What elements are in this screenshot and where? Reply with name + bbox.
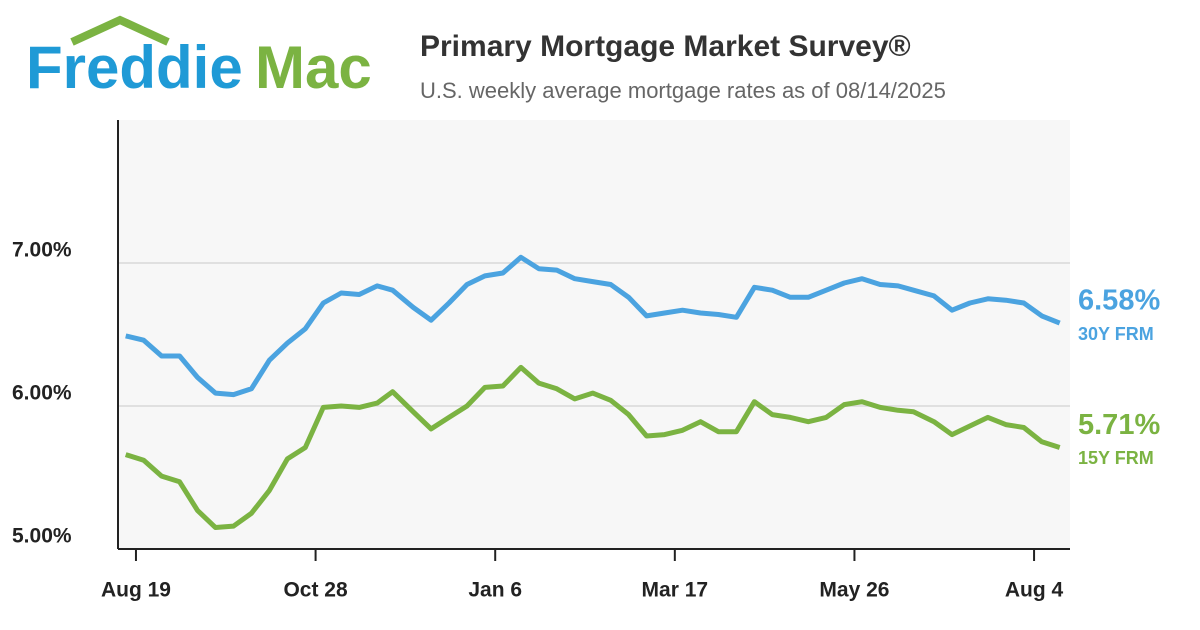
logo-text: Mac: [255, 34, 372, 101]
chart-title: Primary Mortgage Market Survey®: [420, 30, 911, 63]
series-line: [124, 364, 1061, 530]
y-tick-label: 6.00%: [12, 382, 72, 405]
legend-label: 15Y FRM: [1078, 448, 1154, 468]
y-tick-label: 7.00%: [12, 239, 72, 262]
legend-label: 30Y FRM: [1078, 324, 1154, 344]
x-tick-label: Mar 17: [642, 579, 709, 602]
x-tick-label: Oct 28: [283, 579, 348, 602]
x-tick-label: Jan 6: [468, 579, 522, 602]
logo-text: Freddie: [26, 34, 243, 101]
x-tick-label: May 26: [819, 579, 889, 602]
x-tick-label: Aug 19: [101, 579, 171, 602]
y-tick-label: 5.00%: [12, 525, 72, 548]
value-label: 5.71%: [1078, 409, 1160, 441]
plot-area: [118, 120, 1070, 549]
value-label: 6.58%: [1078, 285, 1160, 317]
chart-subtitle: U.S. weekly average mortgage rates as of…: [420, 78, 946, 103]
logo-roof: [70, 15, 170, 46]
x-tick-label: Aug 4: [1005, 579, 1064, 602]
series-line: [125, 254, 1061, 398]
